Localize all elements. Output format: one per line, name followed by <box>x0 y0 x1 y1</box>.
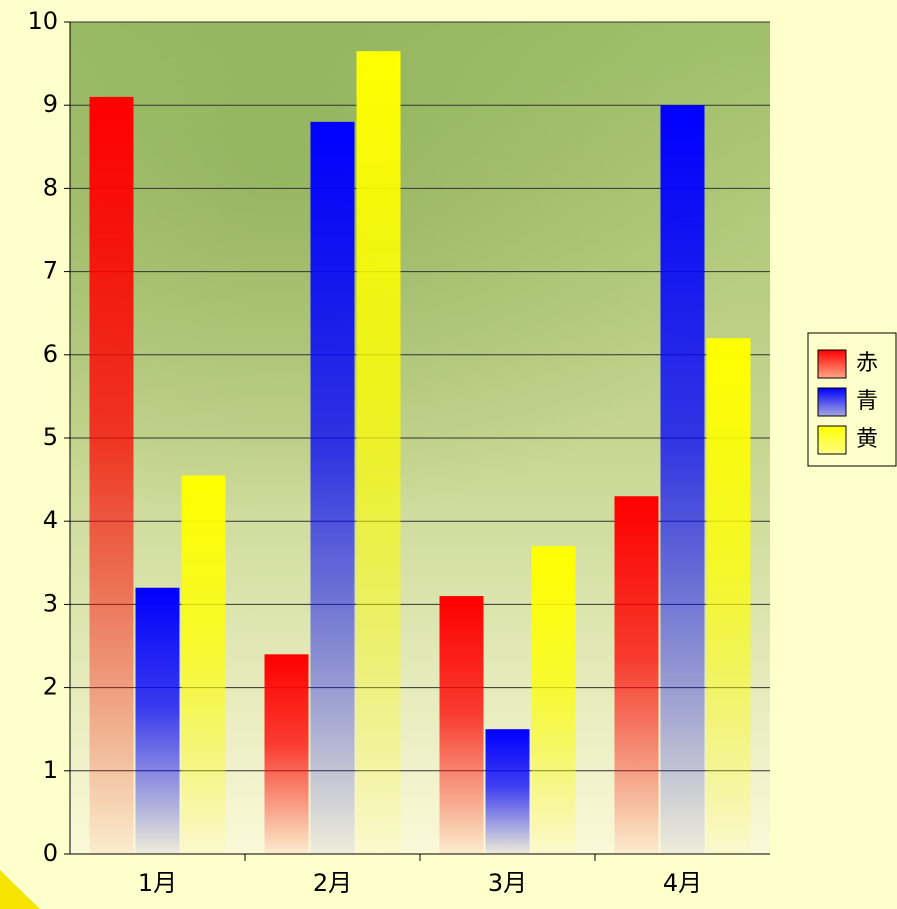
bar <box>531 546 576 854</box>
y-tick-label: 0 <box>43 839 58 867</box>
legend-swatch <box>817 387 847 417</box>
x-tick-label: 3月 <box>488 869 527 897</box>
bar <box>310 121 355 855</box>
bar <box>660 105 705 854</box>
axes: 0 1 2 3 4 5 6 7 8 9 10 1月 2月 3月 4月 <box>27 7 770 897</box>
bar <box>614 496 659 854</box>
bar <box>356 51 401 855</box>
y-tick-label: 7 <box>43 257 58 285</box>
y-tick-label: 10 <box>27 7 58 35</box>
x-tick-label: 4月 <box>663 869 702 897</box>
x-tick-label: 2月 <box>313 869 352 897</box>
bar <box>181 475 226 854</box>
bar <box>706 338 751 854</box>
legend-label: 青 <box>856 389 878 414</box>
legend-swatch <box>817 349 847 379</box>
corner-decoration <box>0 870 40 909</box>
legend-label: 赤 <box>856 351 878 376</box>
legend-swatch <box>817 425 847 455</box>
bar <box>135 587 180 854</box>
y-tick-label: 6 <box>43 340 58 368</box>
y-tick-label: 1 <box>43 756 58 784</box>
y-tick-label: 2 <box>43 673 58 701</box>
y-tick-label: 9 <box>43 90 58 118</box>
y-tick-label: 5 <box>43 423 58 451</box>
bar <box>89 96 134 854</box>
x-tick-label: 1月 <box>138 869 177 897</box>
bars <box>89 51 751 855</box>
y-tick-label: 3 <box>43 589 58 617</box>
bar <box>439 596 484 854</box>
legend-label: 黄 <box>856 427 878 452</box>
bar <box>485 729 530 854</box>
bar <box>264 654 309 854</box>
legend: 赤青黄 <box>807 332 897 467</box>
y-tick-label: 8 <box>43 173 58 201</box>
y-tick-label: 4 <box>43 506 58 534</box>
